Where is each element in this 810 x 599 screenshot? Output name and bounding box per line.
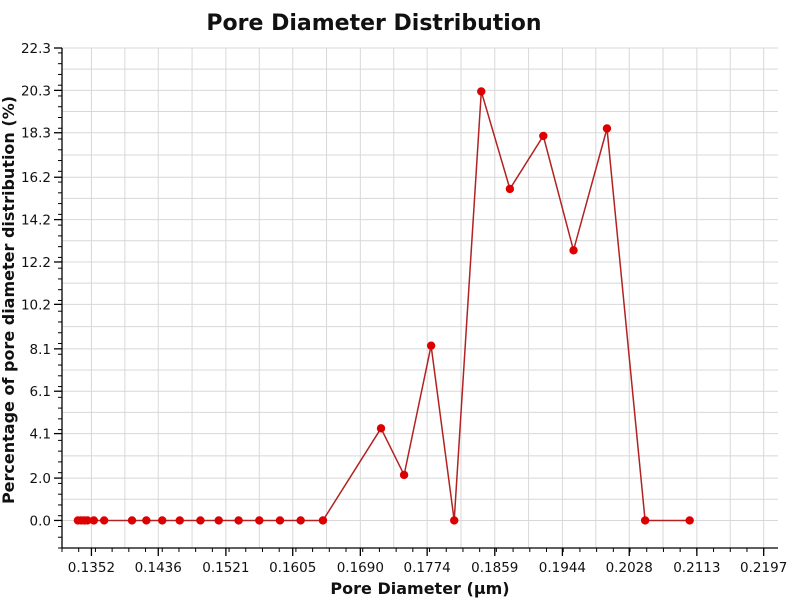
axes — [54, 47, 778, 556]
data-point — [318, 516, 328, 525]
x-tick-label: 0.2197 — [740, 560, 787, 576]
x-tick-label: 0.2113 — [673, 560, 720, 576]
data-point — [296, 516, 305, 525]
data-point — [255, 516, 264, 525]
y-tick-label: 22.3 — [21, 41, 51, 57]
data-point — [196, 516, 205, 525]
data-point — [89, 516, 99, 525]
x-tick-label: 0.1352 — [68, 560, 115, 576]
y-tick-label: 0.0 — [30, 513, 51, 529]
data-point — [234, 516, 243, 525]
data-series — [73, 87, 694, 525]
x-tick-label: 0.1605 — [269, 560, 316, 576]
data-point — [685, 516, 694, 525]
data-point — [426, 341, 436, 350]
data-point — [640, 516, 650, 525]
data-point — [127, 516, 137, 525]
chart-title: Pore Diameter Distribution — [206, 11, 541, 36]
y-tick-label: 12.2 — [21, 255, 51, 271]
data-point — [214, 516, 223, 525]
data-point — [399, 470, 409, 480]
data-point — [450, 516, 459, 525]
data-point — [505, 184, 515, 194]
data-point — [275, 516, 285, 525]
data-point — [175, 516, 184, 525]
y-tick-label: 10.2 — [21, 297, 51, 313]
data-point — [376, 424, 386, 433]
x-tick-label: 0.2028 — [606, 560, 653, 576]
x-tick-label: 0.1774 — [404, 560, 451, 576]
y-tick-label: 2.0 — [30, 471, 51, 487]
data-point — [99, 516, 109, 525]
x-axis-label: Pore Diameter (μm) — [330, 579, 509, 598]
data-point — [83, 516, 92, 525]
y-tick-label: 4.1 — [30, 427, 51, 443]
x-tick-label: 0.1690 — [337, 560, 384, 576]
y-tick-label: 18.3 — [21, 126, 51, 142]
data-point — [602, 124, 612, 133]
data-point — [158, 516, 167, 525]
data-point — [142, 516, 151, 525]
data-point — [477, 87, 486, 96]
x-tick-label: 0.1944 — [539, 560, 586, 576]
y-tick-label: 14.2 — [21, 213, 51, 229]
y-tick-label: 20.3 — [21, 83, 51, 99]
x-tick-label: 0.1521 — [202, 560, 249, 576]
grid — [62, 47, 778, 548]
data-point — [569, 246, 578, 255]
y-tick-label: 6.1 — [30, 384, 51, 400]
y-axis-label: Percentage of pore diameter distribution… — [0, 96, 18, 504]
tick-labels: 0.1352 0.1436 0.1521 0.1605 0.1690 0.1774 0.18… — [21, 41, 787, 576]
data-point — [539, 131, 548, 141]
series-line — [77, 91, 690, 522]
x-tick-label: 0.1436 — [135, 560, 182, 576]
x-tick-label: 0.1859 — [471, 560, 518, 576]
y-tick-label: 16.2 — [21, 170, 51, 186]
y-tick-label: 8.1 — [30, 342, 51, 358]
